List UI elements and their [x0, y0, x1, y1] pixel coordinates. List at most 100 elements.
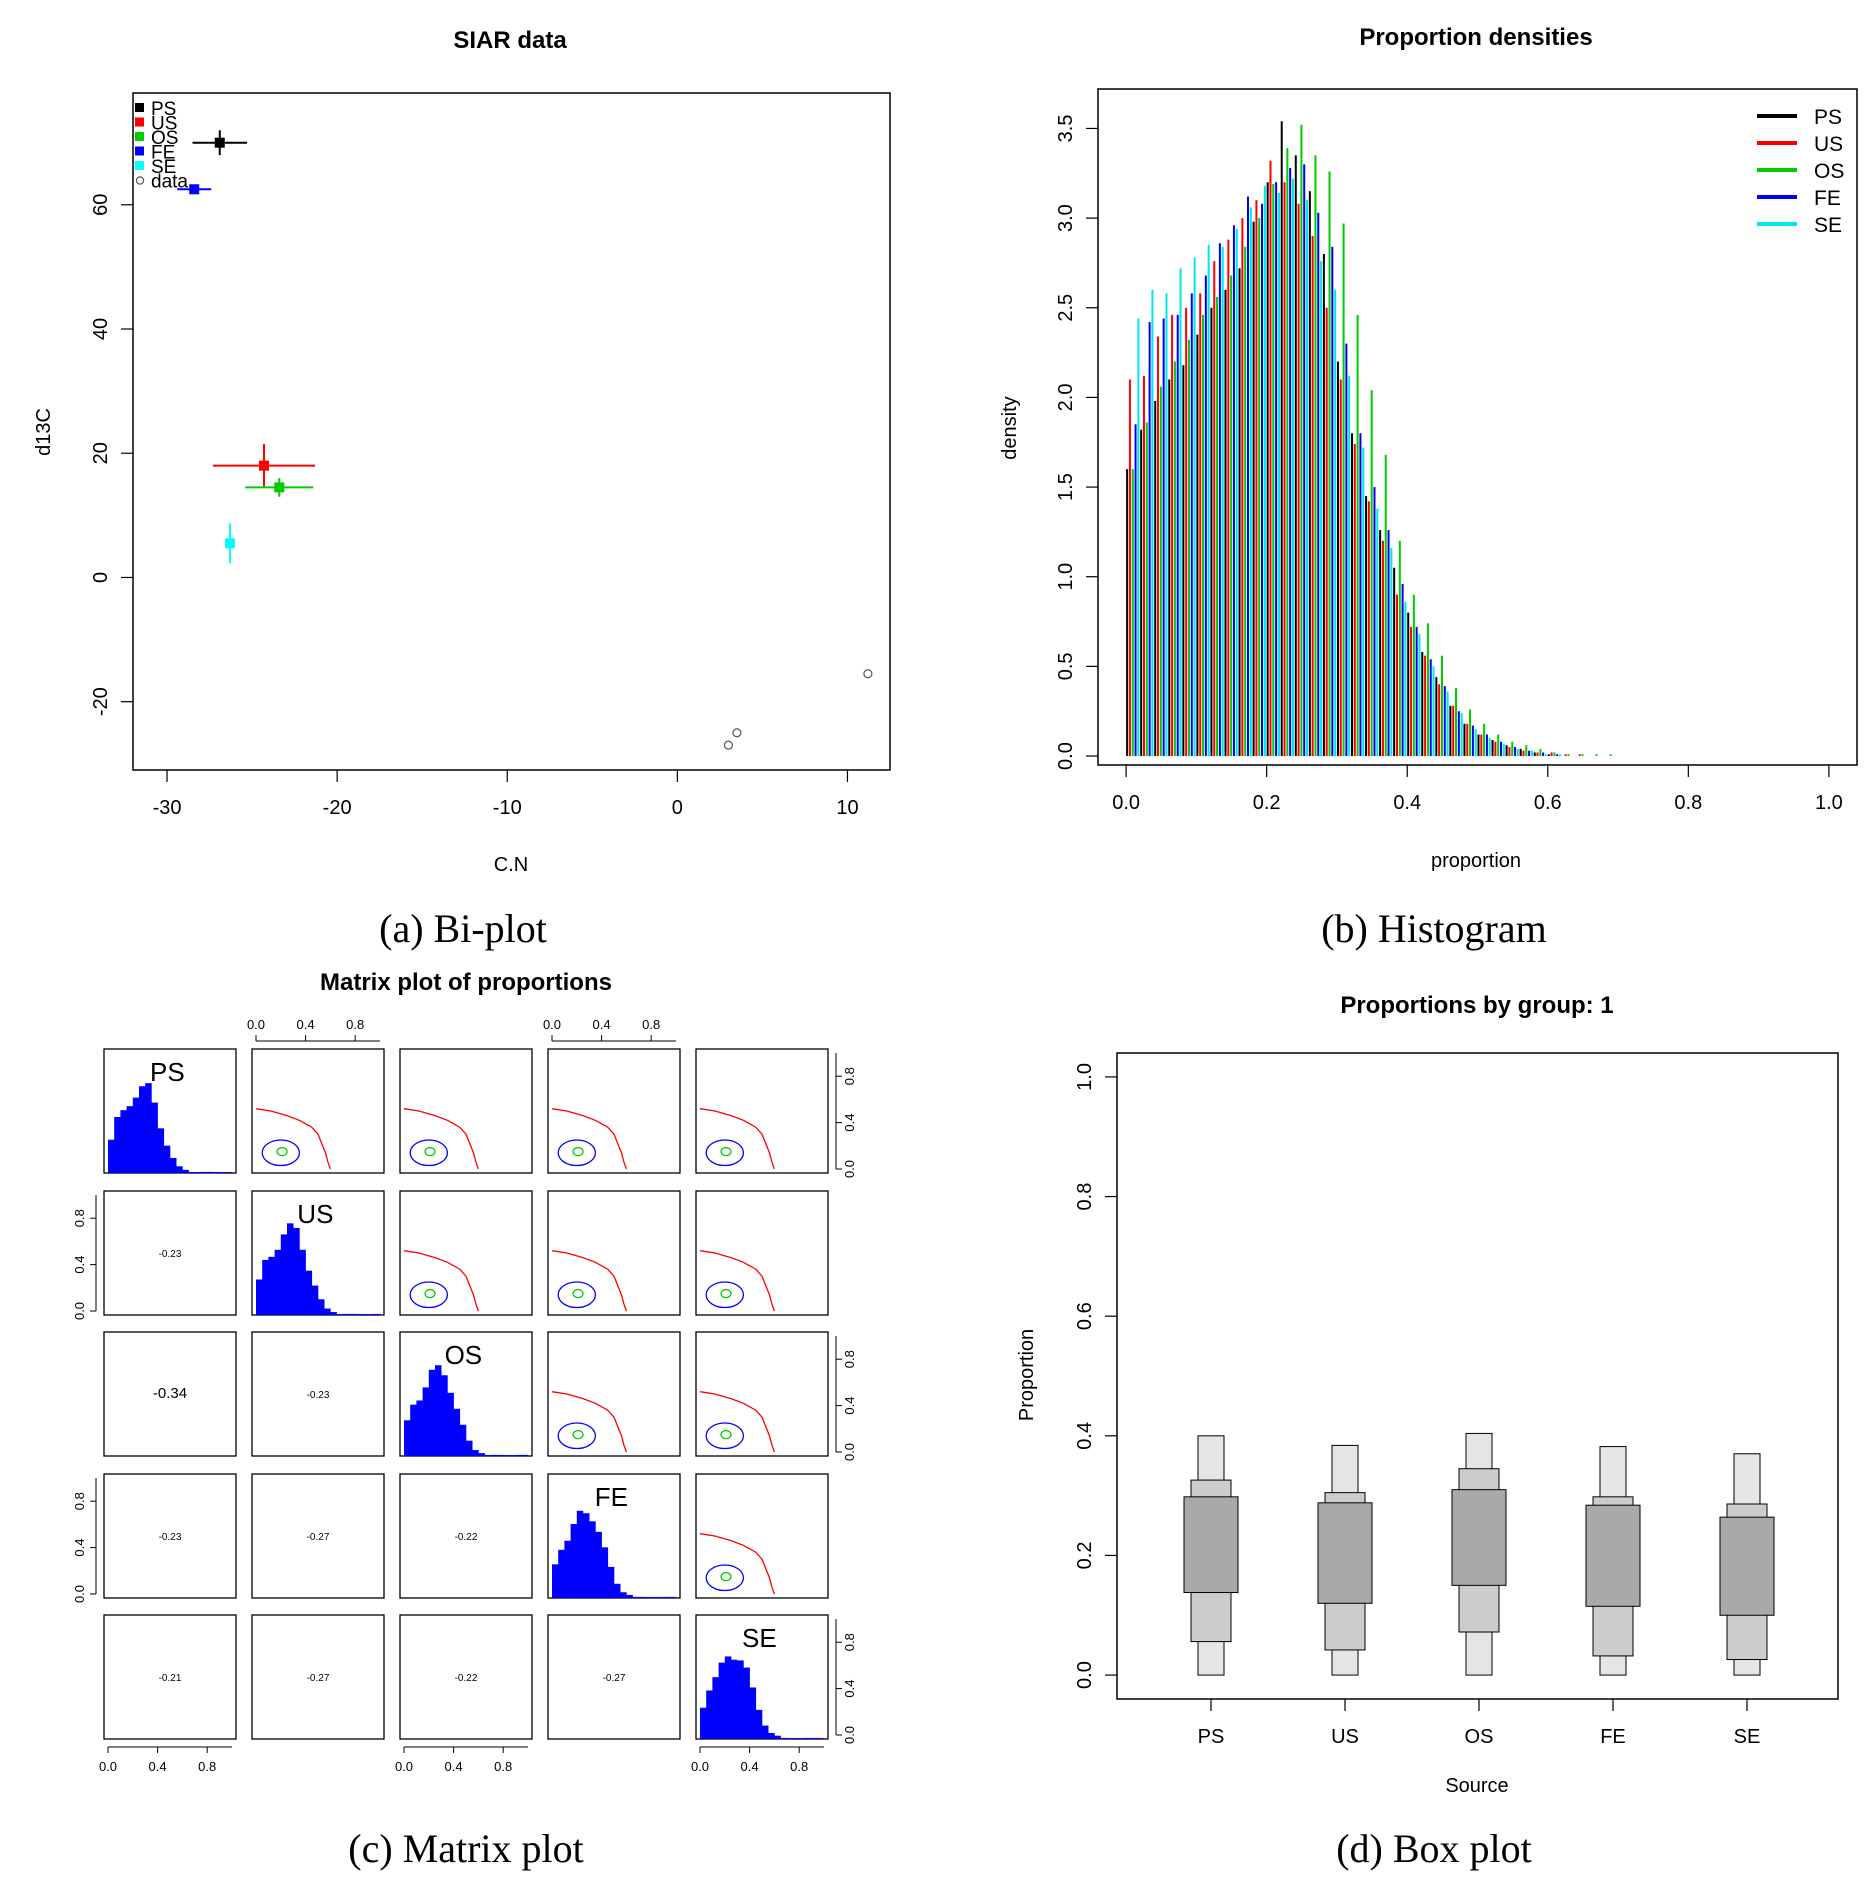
histogram-bar-se	[1193, 257, 1196, 757]
histogram-bar-se	[1235, 228, 1238, 757]
matrix-hist-bar	[626, 1594, 633, 1598]
biplot-frame	[132, 92, 891, 771]
histogram-bar-fe	[1134, 424, 1137, 757]
histogram-bar-se	[1306, 200, 1309, 757]
matrix-contour-mid	[261, 1139, 301, 1167]
histogram-bar-os	[1244, 246, 1247, 757]
biplot-legend-swatch	[135, 103, 144, 112]
histogram-bar-us	[1213, 261, 1216, 757]
matrix-contour-inner	[424, 1146, 436, 1157]
matrix-hist-bar	[349, 1313, 356, 1315]
histogram-bar-se	[1179, 268, 1182, 757]
matrix-contour-outer	[551, 1108, 628, 1170]
matrix-hist-bar	[737, 1660, 744, 1739]
matrix-y-tick-label: 0.8	[72, 1209, 87, 1227]
matrix-contour-inner	[572, 1146, 584, 1157]
matrix-hist-bar	[163, 1145, 171, 1173]
histogram-bar-fe	[1373, 487, 1376, 757]
matrix-hist-bar	[509, 1455, 516, 1456]
histogram-bar-se	[1376, 508, 1379, 757]
histogram-bar-os	[1300, 124, 1303, 757]
histogram-bar-fe	[1232, 225, 1235, 757]
histogram-bar-ps	[1336, 361, 1339, 757]
biplot-legend-swatch	[135, 117, 144, 127]
matrix-contour-outer	[551, 1391, 628, 1453]
matrix-hist-bar	[595, 1531, 602, 1598]
matrix-contour-inner	[572, 1288, 584, 1299]
matrix-contour-inner	[276, 1146, 288, 1157]
matrix-contour-outer	[551, 1250, 628, 1312]
matrix-x-tick-label: 0.0	[691, 1759, 709, 1774]
matrix-contour-mid	[705, 1281, 745, 1309]
histogram-bar-os	[1539, 748, 1542, 757]
biplot-legend-label: PS	[151, 99, 176, 120]
histogram-bar-se	[1516, 748, 1519, 757]
biplot-x-tick-label: -30	[153, 797, 182, 819]
biplot-x-tick-label: -10	[493, 797, 522, 819]
matrix-hist-bar	[139, 1086, 146, 1173]
matrix-cell-frame	[251, 1048, 385, 1174]
matrix-cell-se-us: -0.27	[251, 1614, 385, 1740]
matrix-cell-os-os: OS	[399, 1331, 533, 1457]
histogram-bar-ps	[1519, 748, 1522, 757]
matrix-hist-bar	[552, 1564, 559, 1598]
matrix-hist-bar	[466, 1440, 473, 1456]
matrix-hist-bar	[718, 1662, 726, 1739]
histogram-bar-se	[1390, 548, 1393, 757]
histogram-bar-ps	[1168, 379, 1171, 757]
matrix-cell-ps-fe	[547, 1048, 681, 1174]
histogram-bar-fe	[1317, 212, 1320, 757]
histogram-bar-os	[1131, 469, 1134, 757]
histogram-bar-os	[1455, 687, 1458, 757]
matrix-hist-bar	[478, 1453, 485, 1456]
matrix-contour-outer	[699, 1391, 776, 1453]
histogram-bar-os	[1609, 754, 1612, 757]
matrix-hist-bar	[601, 1547, 609, 1598]
matrix-hist-bar	[225, 1171, 233, 1173]
histogram-x-tick-label: 0.4	[1393, 792, 1421, 814]
matrix-y-tick-label: 0.8	[842, 1350, 857, 1368]
histogram-bar-se	[1207, 245, 1210, 757]
biplot-legend-item: FE	[135, 143, 175, 164]
histogram-panel: Proportion densities 0.0 0.2 0.4 0.6 0.8 1.0 0…	[999, 24, 1858, 951]
histogram-bar-us	[1438, 684, 1441, 757]
matrix-hist-bar	[305, 1270, 313, 1315]
histogram-bar-os	[1595, 754, 1598, 757]
matrix-contour-mid	[557, 1139, 597, 1167]
matrix-cell-frame	[399, 1190, 533, 1316]
matrix-cell-se-se: SE	[695, 1614, 829, 1740]
matrix-cell-frame	[695, 1473, 829, 1599]
histogram-bar-os	[1511, 741, 1514, 757]
matrix-cell-frame	[103, 1331, 237, 1457]
histogram-bar-os	[1314, 155, 1317, 757]
matrix-hist-bar	[213, 1171, 220, 1173]
biplot-legend-swatch	[135, 176, 145, 185]
histogram-x-tick-label: 1.0	[1815, 792, 1843, 814]
histogram-bar-fe	[1289, 167, 1292, 757]
histogram-bar-se	[1221, 246, 1224, 757]
matrix-hist-bar	[274, 1249, 282, 1315]
matrix-contour-mid	[557, 1281, 597, 1309]
matrix-hist-bar	[774, 1735, 781, 1739]
histogram-bar-fe	[1204, 275, 1207, 757]
matrix-y-tick-label: 0.4	[842, 1397, 857, 1415]
boxplot-50-interval	[1451, 1489, 1507, 1586]
matrix-hist-bar	[299, 1249, 306, 1315]
matrix-cell-ps-os	[399, 1048, 533, 1174]
matrix-hist-bar	[743, 1667, 750, 1739]
biplot-y-tick-label: 0	[90, 572, 112, 583]
biplot-y-tick-label: -20	[90, 687, 112, 716]
matrix-y-tick-label: 0.4	[842, 1114, 857, 1132]
histogram-bar-us	[1339, 379, 1342, 757]
histogram-bar-os	[1567, 754, 1570, 757]
matrix-correlation: -0.27	[307, 1673, 330, 1684]
histogram-bar-us	[1297, 203, 1300, 757]
histogram-bar-se	[1502, 743, 1505, 757]
matrix-hist-bar	[805, 1737, 812, 1739]
histogram-bar-fe	[1218, 243, 1221, 757]
matrix-correlation: -0.27	[603, 1673, 626, 1684]
histogram-bar-os	[1426, 623, 1429, 757]
matrix-title: Matrix plot of proportions	[320, 969, 612, 996]
biplot-legend-label: FE	[151, 143, 175, 164]
histogram-bar-se	[1137, 318, 1140, 757]
